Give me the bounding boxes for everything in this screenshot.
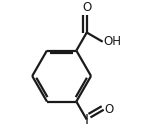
Text: I: I xyxy=(85,113,89,127)
Text: OH: OH xyxy=(104,35,122,48)
Text: O: O xyxy=(105,103,114,116)
Text: O: O xyxy=(82,1,91,14)
